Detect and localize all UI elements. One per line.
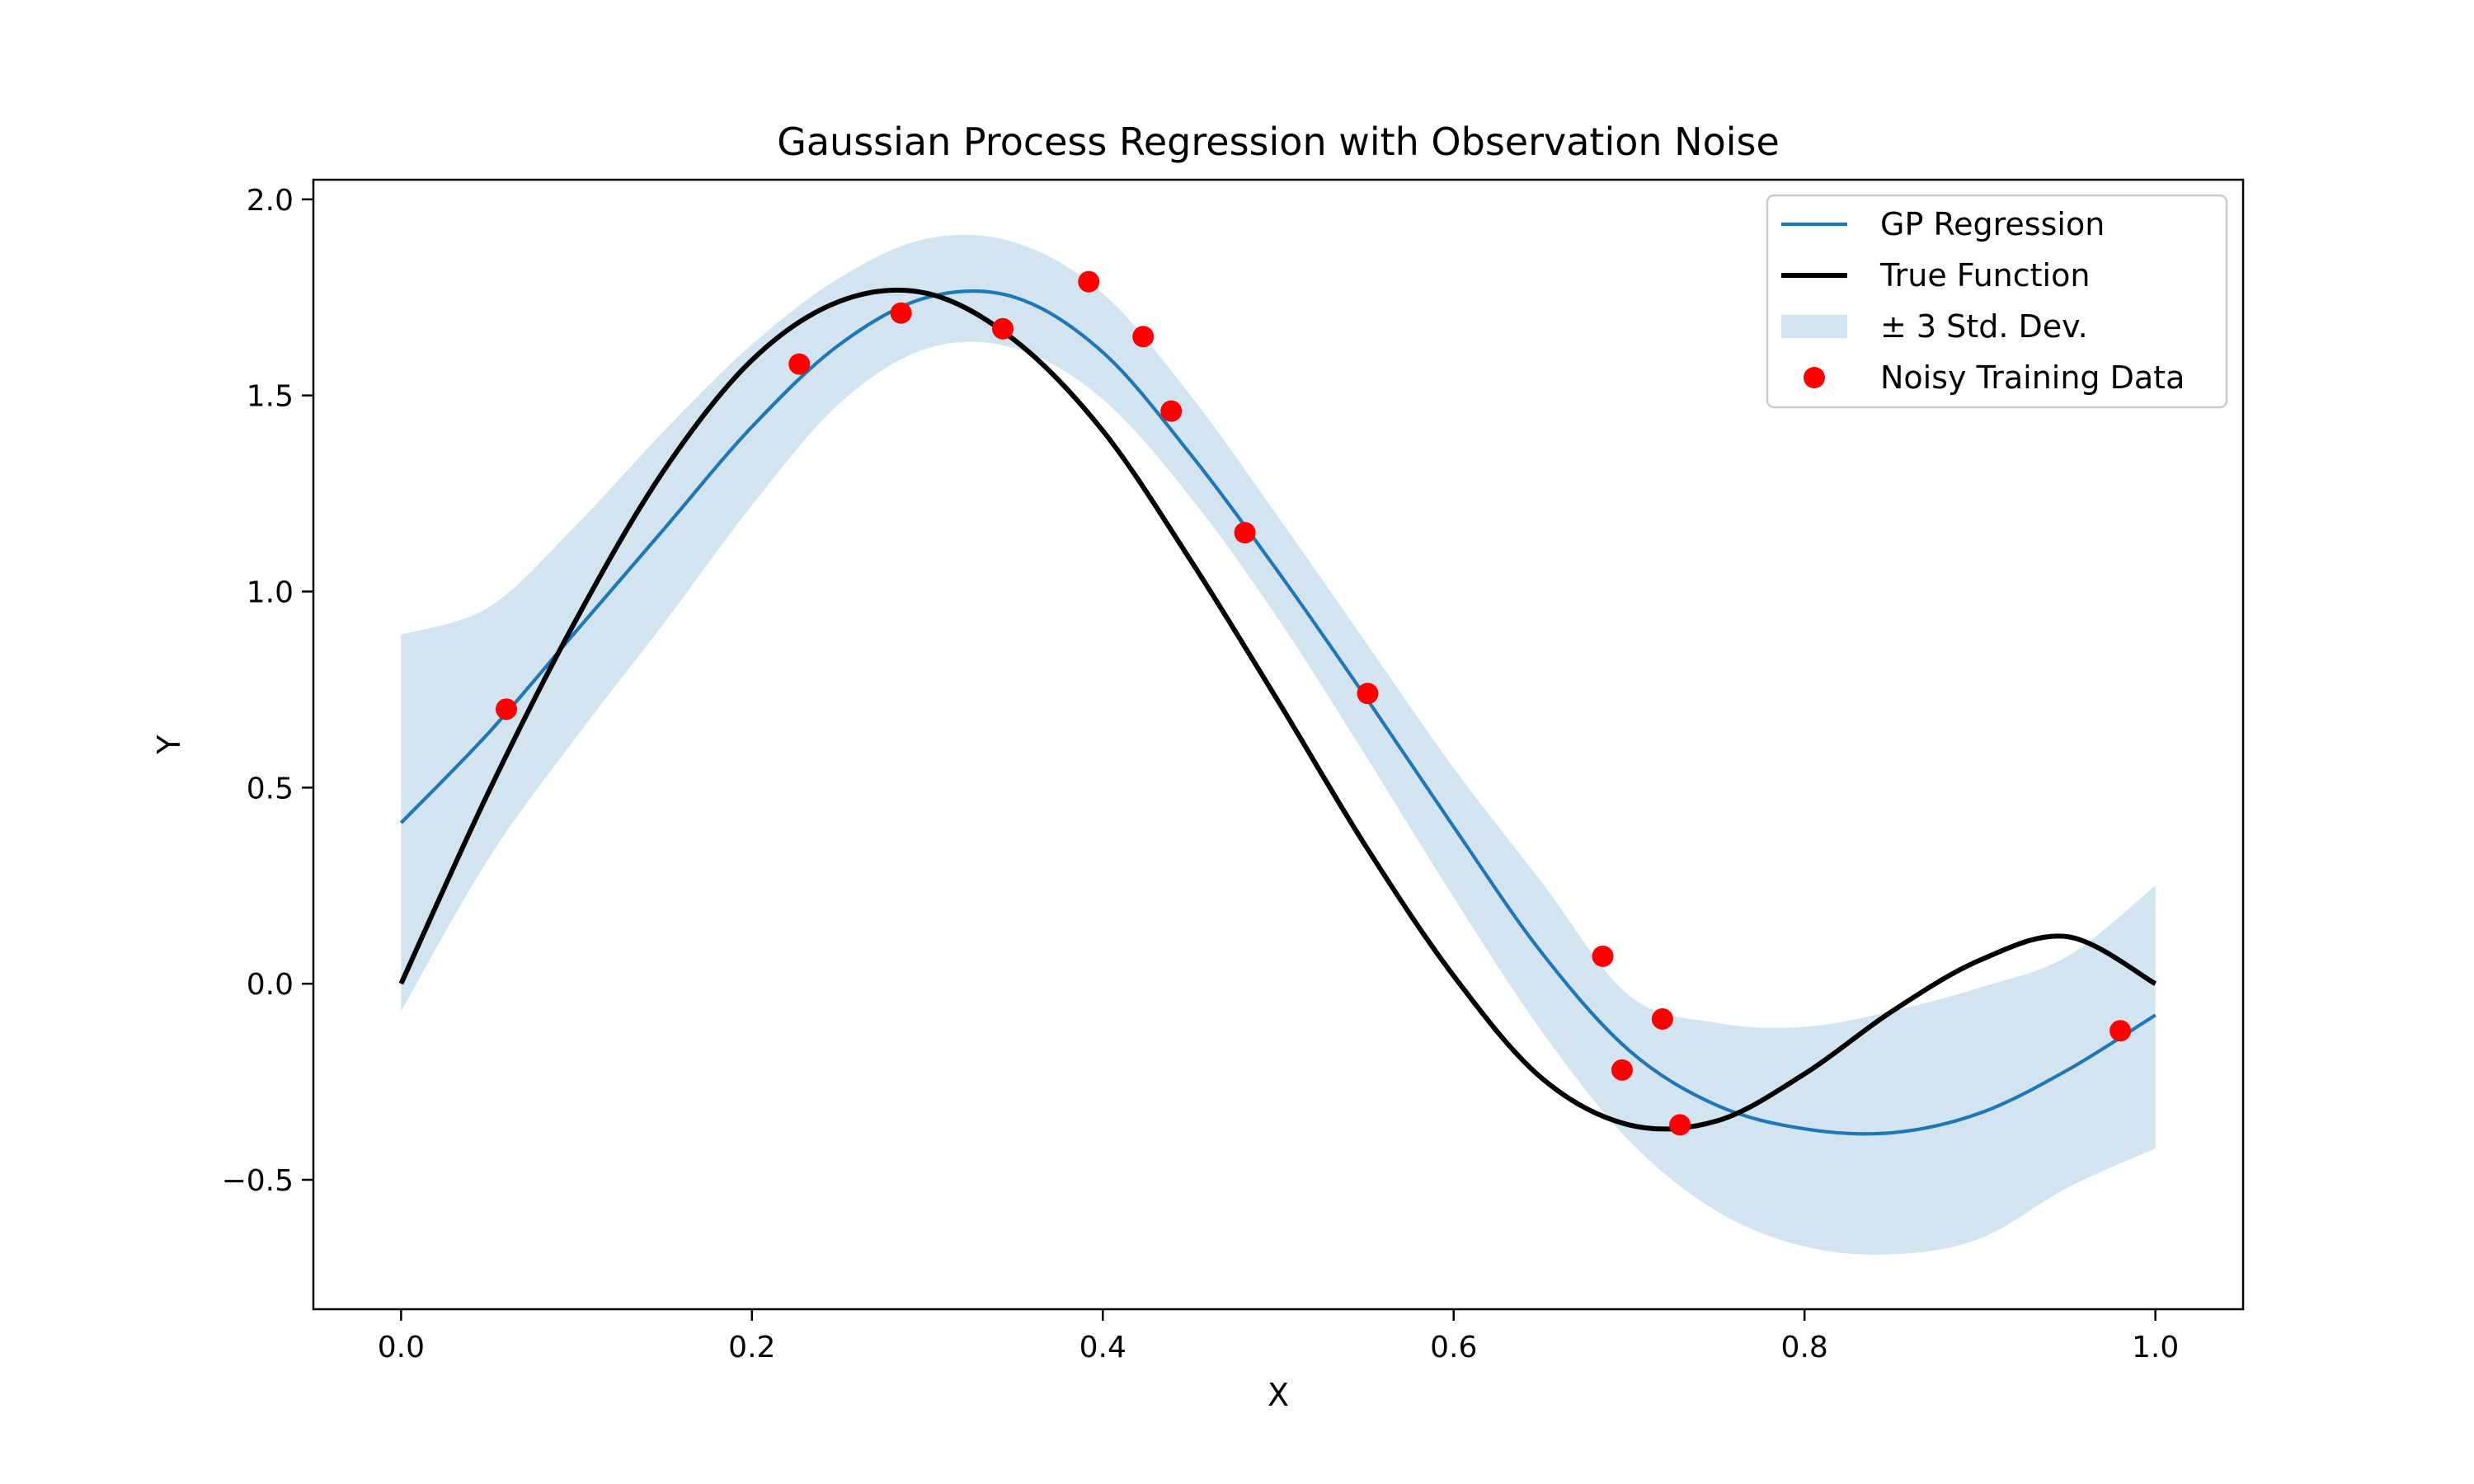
y-tick-label: 0.5	[247, 772, 294, 805]
legend-swatch	[1781, 315, 1847, 338]
legend-item: True Function	[1781, 257, 2090, 294]
training-point-11	[1651, 1007, 1673, 1030]
y-tick-label: −0.5	[222, 1164, 294, 1198]
x-tick-label: 0.0	[378, 1331, 425, 1364]
training-point-4	[1078, 270, 1100, 293]
y-tick-label: 1.0	[247, 575, 294, 609]
y-axis-label: Y	[151, 735, 187, 755]
training-point-9	[1592, 945, 1614, 967]
legend-box	[1766, 194, 2228, 409]
true-function-line	[398, 287, 2157, 1132]
legend-label: True Function	[1879, 257, 2090, 294]
training-point-12	[1669, 1114, 1691, 1136]
x-axis-label: X	[1268, 1377, 1289, 1413]
plot-area	[398, 234, 2157, 1255]
training-point-13	[2109, 1020, 2132, 1042]
x-tick-label: 0.2	[728, 1331, 775, 1364]
legend-item: Noisy Training Data	[1804, 359, 2185, 396]
x-axis-ticks: 0.0 0.2 0.4 0.6 0.8 1.0	[378, 1309, 2179, 1364]
x-tick-label: 1.0	[2132, 1331, 2179, 1364]
x-tick-label: 0.6	[1430, 1331, 1477, 1364]
chart-title: Gaussian Process Regression with Observa…	[777, 120, 1780, 164]
training-point-0	[496, 698, 517, 721]
training-point-2	[890, 302, 912, 324]
x-tick-label: 0.4	[1079, 1331, 1126, 1364]
legend-item: GP Regression	[1781, 206, 2105, 242]
legend-label: Noisy Training Data	[1880, 359, 2185, 396]
std-dev-band	[401, 234, 2156, 1255]
training-point-6	[1160, 400, 1183, 422]
training-point-5	[1132, 326, 1155, 348]
y-tick-label: 0.0	[247, 968, 294, 1002]
training-point-8	[1357, 683, 1379, 705]
gp-regression-line	[399, 289, 2157, 1136]
y-tick-label: 2.0	[247, 184, 294, 218]
legend: GP Regression True Function ± 3 Std. Dev. N…	[1766, 194, 2228, 409]
legend-label: GP Regression	[1880, 206, 2105, 242]
legend-swatch	[1804, 367, 1825, 388]
plot-frame	[312, 178, 2245, 1311]
y-tick-label: 1.5	[247, 380, 294, 414]
x-tick-label: 0.8	[1781, 1331, 1828, 1364]
training-point-3	[992, 317, 1014, 340]
training-point-1	[788, 353, 811, 375]
training-point-7	[1234, 522, 1256, 544]
y-axis-ticks: −0.5 0.0 0.5 1.0 1.5 2.0	[222, 184, 313, 1198]
legend-label: ± 3 Std. Dev.	[1880, 308, 2088, 345]
training-point-10	[1611, 1059, 1633, 1081]
legend-item: ± 3 Std. Dev.	[1781, 308, 2088, 345]
